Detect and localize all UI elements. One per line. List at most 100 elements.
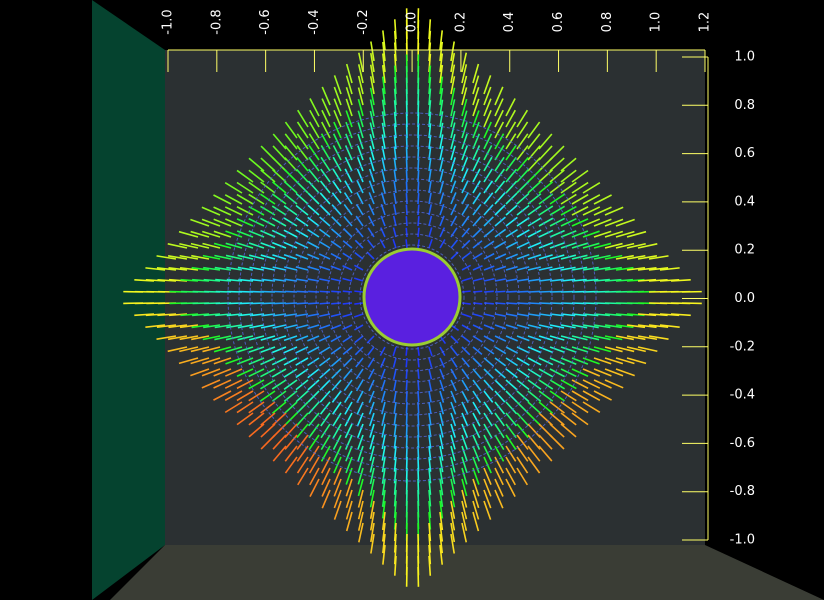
vector (560, 423, 577, 438)
vector (450, 489, 456, 508)
vector (368, 412, 375, 427)
vector (626, 230, 647, 238)
vector (461, 324, 472, 331)
vector (367, 346, 375, 356)
vector (582, 182, 601, 194)
vector (224, 379, 243, 389)
vector (168, 313, 188, 317)
vector (342, 227, 353, 238)
vector (284, 121, 298, 139)
vector (483, 240, 495, 249)
vector (571, 401, 589, 414)
vector (549, 390, 565, 402)
vector (582, 230, 600, 238)
vector (319, 401, 331, 415)
vector (604, 346, 623, 353)
vector (250, 302, 265, 305)
vector (571, 206, 589, 216)
vector (382, 533, 386, 554)
vector (571, 218, 589, 227)
vector (356, 412, 364, 427)
vector (428, 412, 432, 426)
vector (203, 313, 221, 317)
vector (648, 313, 668, 317)
vector (260, 145, 276, 161)
vector (342, 346, 353, 355)
vector (626, 324, 646, 329)
vector (201, 218, 221, 227)
vector (604, 242, 623, 249)
vector (237, 266, 254, 271)
vector (483, 313, 495, 318)
vector (516, 335, 530, 342)
vector (428, 53, 432, 73)
vector (450, 157, 456, 172)
vector (333, 489, 342, 509)
vector (439, 41, 444, 62)
vector (224, 206, 243, 216)
vector (225, 230, 243, 238)
vector (538, 324, 553, 329)
vector (593, 278, 610, 282)
vector (355, 227, 364, 238)
vector (494, 489, 504, 509)
vector (461, 64, 468, 84)
vector (405, 401, 408, 414)
vector (439, 522, 444, 542)
vector (439, 445, 444, 461)
vector (516, 368, 530, 379)
vector (450, 227, 458, 238)
vector (357, 500, 364, 520)
vector (344, 180, 353, 194)
vector (201, 379, 221, 389)
vector (516, 278, 530, 282)
vector (428, 42, 432, 62)
vector (345, 489, 353, 509)
vector (417, 158, 420, 172)
vector (224, 194, 243, 205)
vector (333, 86, 342, 106)
vector (393, 111, 397, 128)
vector (345, 75, 353, 95)
vector (505, 434, 517, 450)
vector (527, 313, 541, 317)
vector (345, 456, 353, 474)
vector (381, 456, 386, 473)
vector (560, 401, 577, 414)
vector (450, 390, 457, 403)
ring (348, 233, 476, 361)
vector (260, 357, 276, 366)
vector (582, 379, 601, 389)
vector (461, 500, 468, 520)
vector (439, 239, 446, 249)
vector (494, 168, 505, 183)
vector (505, 423, 517, 439)
vector (296, 412, 309, 427)
vector (345, 445, 353, 462)
vector (405, 204, 408, 216)
vector (191, 254, 210, 260)
vector (472, 75, 480, 95)
vector (358, 522, 364, 543)
vector (637, 266, 657, 271)
vector (344, 168, 353, 183)
vector (167, 335, 188, 341)
vector (260, 401, 276, 414)
floor (110, 545, 824, 600)
x-tick-label: -0.4 (307, 9, 322, 34)
vector (505, 168, 518, 183)
vector (405, 216, 408, 227)
vector (494, 98, 504, 117)
vector (156, 267, 177, 271)
vector (345, 500, 353, 520)
vector (343, 215, 353, 227)
vector (321, 86, 331, 106)
vector (472, 180, 481, 194)
vector (516, 121, 529, 139)
vector (342, 335, 353, 343)
vector (369, 478, 375, 496)
vector (472, 423, 481, 439)
vector (659, 267, 680, 271)
vector (593, 357, 612, 365)
ring (227, 112, 597, 482)
